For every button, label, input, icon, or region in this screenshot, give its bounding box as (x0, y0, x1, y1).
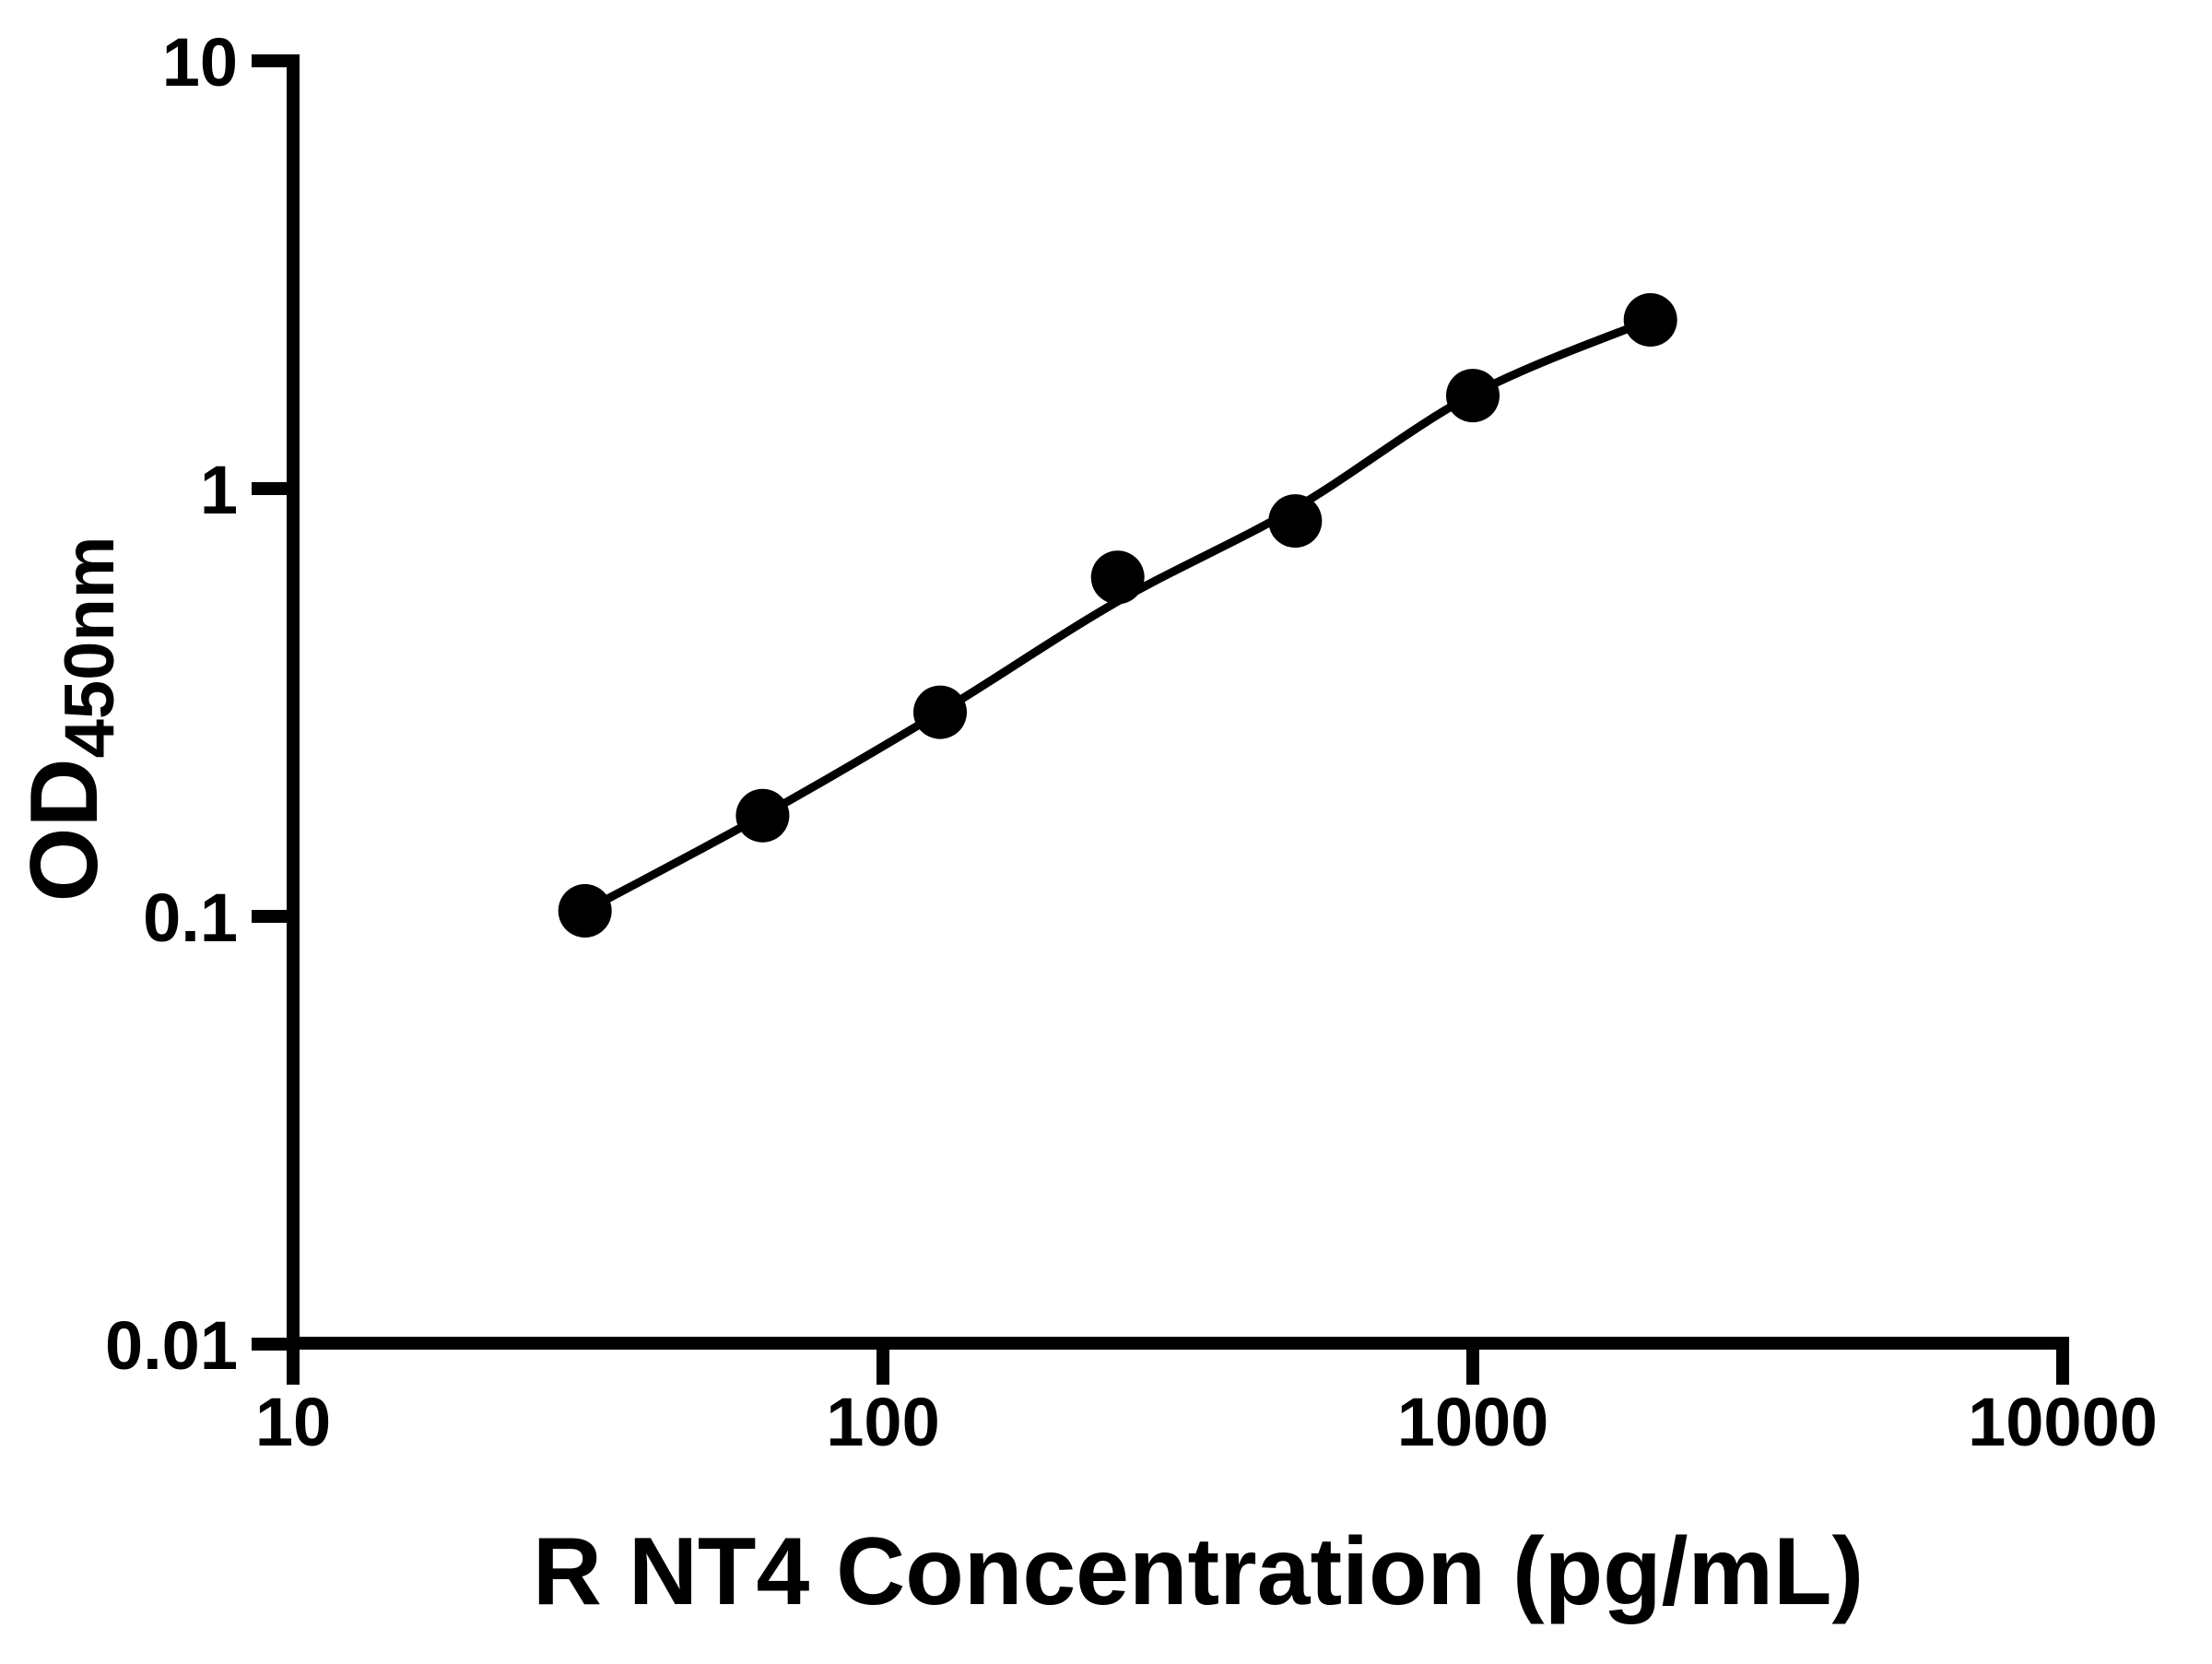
x-axis-tick-labels: 10 100 1000 10000 (255, 1384, 2158, 1460)
data-point-marker (1268, 494, 1323, 549)
data-points (558, 293, 1677, 938)
y-axis-title: OD450nm (11, 537, 129, 903)
y-axis: 10 1 0.1 0.01 OD450nm (11, 24, 300, 1384)
y-axis-tick-labels: 10 1 0.1 0.01 (105, 24, 238, 1384)
y-tick-label: 0.01 (105, 1307, 238, 1384)
data-point-marker (1446, 369, 1500, 423)
y-axis-title-main: OD (11, 758, 118, 902)
data-point-marker (913, 685, 967, 739)
x-axis: 10 100 1000 10000 R NT4 Concentration (pg/m… (255, 1337, 2158, 1625)
x-axis-ticks (287, 1343, 2069, 1385)
y-tick-label: 1 (200, 452, 238, 528)
y-tick-label: 0.1 (143, 879, 238, 956)
data-point-marker (558, 884, 612, 938)
data-point-marker (1623, 293, 1677, 347)
y-axis-title-subscript: 450nm (51, 537, 129, 759)
y-tick-label: 10 (162, 24, 238, 100)
x-tick-label: 10 (255, 1384, 331, 1460)
y-axis-ticks (252, 54, 293, 1351)
x-tick-label: 1000 (1397, 1384, 1549, 1460)
x-tick-label: 100 (826, 1384, 939, 1460)
data-point-marker (1090, 550, 1145, 605)
x-tick-label: 10000 (1968, 1384, 2158, 1460)
plot-series (558, 293, 1677, 938)
data-point-marker (735, 788, 790, 843)
x-axis-title: R NT4 Concentration (pg/mL) (533, 1518, 1864, 1625)
